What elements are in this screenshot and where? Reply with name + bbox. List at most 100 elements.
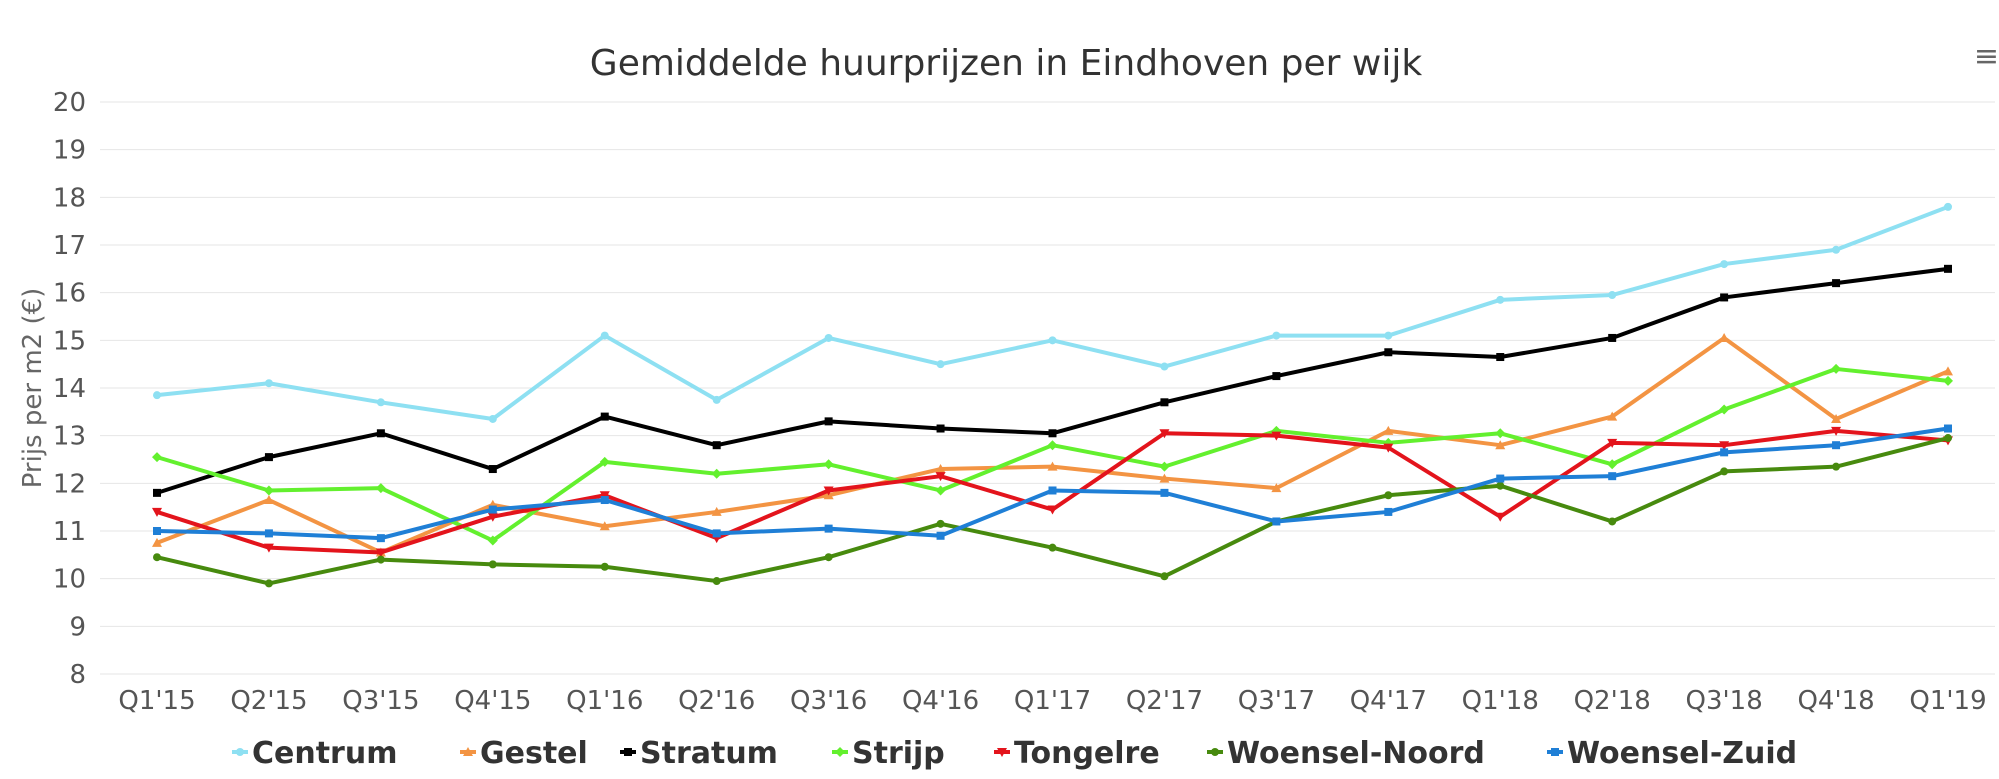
y-axis-title: Prijs per m2 (€) [18, 288, 48, 489]
data-point [1720, 260, 1729, 269]
data-point [1608, 291, 1617, 300]
data-point [264, 579, 273, 588]
data-point [712, 441, 721, 450]
data-point [488, 560, 497, 569]
data-point [824, 553, 833, 562]
legend-item-gestel[interactable]: Gestel [460, 736, 588, 771]
data-point [1048, 486, 1057, 495]
data-point [600, 496, 609, 505]
data-point [1832, 441, 1841, 450]
y-tick-label: 11 [53, 517, 86, 547]
data-point [936, 360, 945, 369]
data-point [1496, 481, 1505, 490]
legend-label: Gestel [480, 736, 588, 771]
data-point [263, 543, 274, 553]
series-tongelre [152, 426, 1953, 558]
y-tick-label: 18 [53, 183, 86, 213]
data-point [599, 456, 610, 467]
data-point [488, 505, 497, 514]
data-point [487, 512, 498, 522]
legend-item-stratum[interactable]: Stratum [620, 736, 778, 771]
data-point [264, 453, 273, 462]
data-point [1496, 353, 1505, 362]
legend-item-centrum[interactable]: Centrum [232, 736, 397, 771]
data-point [1944, 202, 1952, 211]
data-point [935, 485, 946, 496]
data-point [1831, 413, 1842, 423]
data-point [600, 331, 609, 340]
data-point [1048, 429, 1057, 438]
data-point [1272, 331, 1281, 340]
data-point [376, 534, 385, 543]
legend-marker [1211, 748, 1219, 756]
data-point [1160, 572, 1169, 581]
legend-marker [997, 748, 1007, 757]
data-point [1944, 424, 1952, 433]
data-point [1719, 441, 1730, 451]
legend-item-strijp[interactable]: Strijp [832, 736, 945, 771]
x-tick-label: Q4'16 [902, 686, 979, 716]
y-tick-label: 20 [53, 88, 86, 118]
data-point [712, 529, 721, 538]
x-tick-label: Q1'19 [1909, 686, 1986, 716]
data-point [263, 495, 274, 505]
data-point [1832, 462, 1841, 471]
legend-marker [835, 747, 845, 757]
data-point [1160, 398, 1169, 407]
data-point [152, 537, 162, 547]
legend-label: Woensel-Zuid [1567, 736, 1797, 771]
data-point [600, 562, 609, 571]
data-point [1607, 438, 1618, 448]
data-point [1720, 293, 1729, 302]
series-stratum [153, 264, 1952, 497]
x-tick-label: Q2'18 [1574, 686, 1651, 716]
legend-marker [463, 747, 473, 756]
data-point [487, 535, 498, 546]
data-point [935, 472, 946, 482]
y-tick-label: 13 [53, 422, 86, 452]
data-point [936, 519, 945, 528]
data-point [823, 459, 834, 470]
data-point [263, 485, 274, 496]
y-tick-label: 17 [53, 231, 86, 261]
data-point [375, 548, 386, 558]
data-point [935, 464, 946, 474]
legend-label: Strijp [852, 736, 945, 771]
series-strijp [152, 363, 1953, 546]
series-centrum [153, 202, 1952, 423]
legend-item-woensel-noord[interactable]: Woensel-Noord [1207, 736, 1485, 771]
data-point [1272, 517, 1281, 526]
data-point [1608, 517, 1617, 526]
data-point [375, 483, 386, 494]
y-tick-label: 16 [53, 279, 86, 309]
y-tick-label: 15 [53, 326, 86, 356]
data-point [1271, 483, 1282, 493]
hamburger-menu-icon[interactable]: ≡ [1974, 39, 1999, 74]
data-point [1271, 431, 1282, 441]
legend-item-tongelre[interactable]: Tongelre [994, 736, 1160, 771]
data-point [1607, 459, 1618, 470]
series-woensel-zuid [153, 424, 1952, 543]
data-point [1496, 295, 1505, 304]
data-point [600, 412, 609, 421]
data-point [1384, 331, 1393, 340]
data-point [599, 491, 610, 501]
y-tick-label: 9 [69, 612, 86, 642]
x-axis: Q1'15 Q2'15 Q3'15 Q4'15 Q1'16 Q2'16 Q3'16 Q4'16… [118, 686, 1986, 716]
data-point [711, 506, 722, 516]
series-line-strijp [155, 366, 1950, 543]
data-point [1272, 372, 1281, 381]
legend-label: Woensel-Noord [1227, 736, 1485, 771]
legend-item-woensel-zuid[interactable]: Woensel-Zuid [1547, 736, 1797, 771]
data-point [1159, 461, 1170, 472]
legend-label: Centrum [252, 736, 397, 771]
series-line-stratum [155, 266, 1950, 495]
data-point [264, 379, 273, 388]
x-tick-label: Q1'15 [118, 686, 195, 716]
y-tick-label: 8 [69, 660, 86, 690]
data-point [264, 529, 273, 538]
data-point [1719, 332, 1730, 342]
data-point [376, 398, 385, 407]
data-point [153, 527, 161, 535]
